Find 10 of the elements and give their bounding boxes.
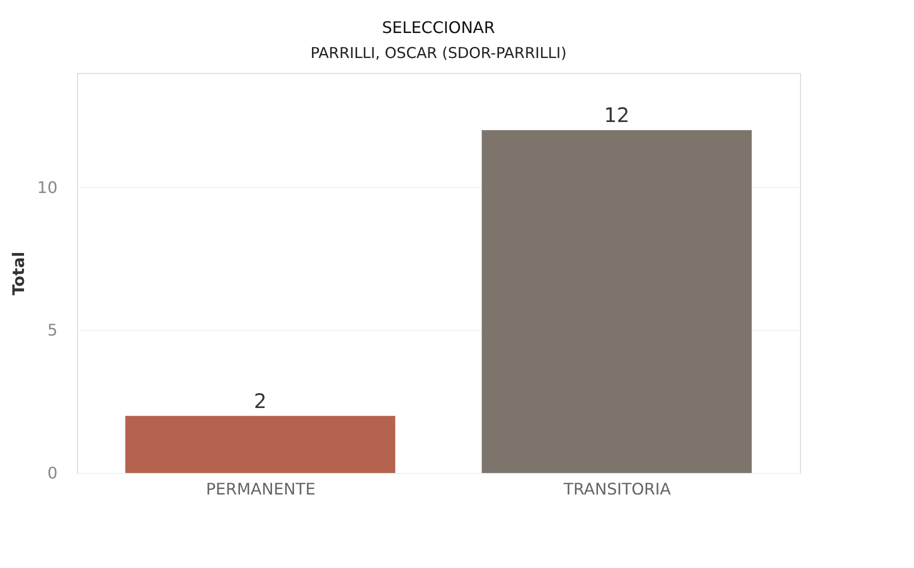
x-tick-label: TRANSITORIA	[562, 480, 671, 498]
chart-title: SELECCIONAR	[382, 18, 495, 37]
y-tick-label: 10	[37, 178, 58, 197]
chart-subtitle: PARRILLI, OSCAR (SDOR-PARRILLI)	[310, 44, 567, 62]
y-axis-title: Total	[9, 252, 28, 296]
data-label: 12	[604, 103, 630, 128]
y-tick-label: 5	[47, 320, 58, 340]
data-label: 2	[254, 388, 267, 413]
x-tick-label: PERMANENTE	[206, 480, 316, 498]
y-tick-label: 0	[47, 464, 58, 482]
